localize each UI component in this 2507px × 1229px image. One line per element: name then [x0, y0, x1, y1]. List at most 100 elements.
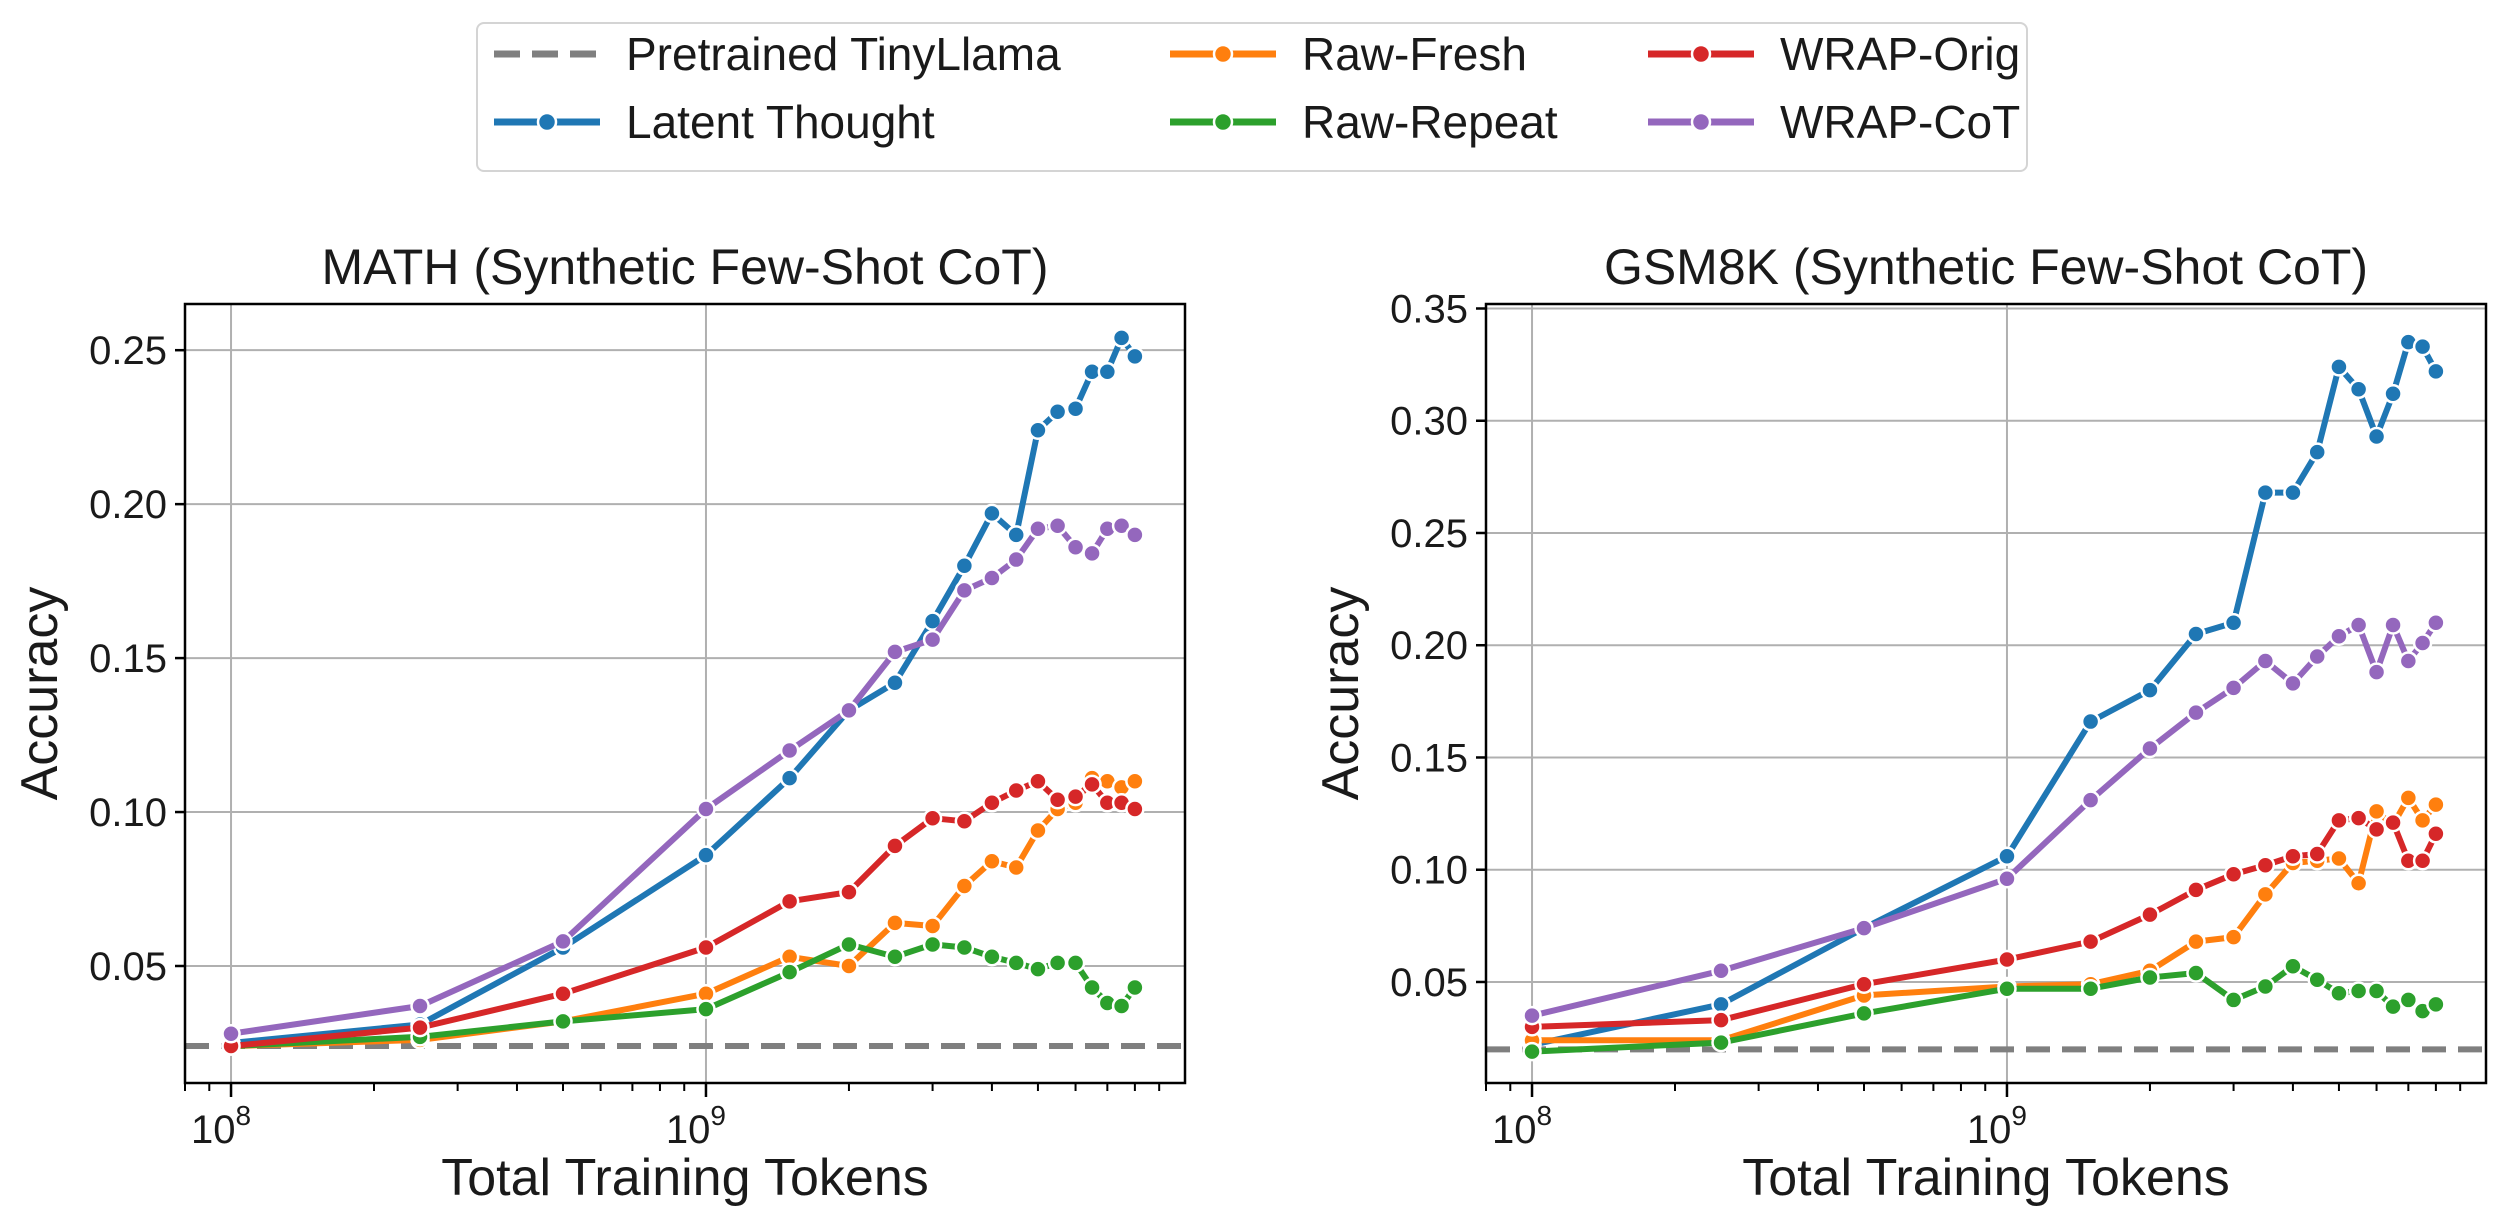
data-point [2329, 357, 2349, 377]
data-point [2283, 846, 2303, 867]
data-point [2223, 927, 2244, 947]
data-point [839, 934, 859, 955]
data-point [2307, 442, 2327, 462]
series-raw-fresh [1522, 788, 2446, 1051]
legend-item-raw-fresh: Raw-Fresh [1168, 24, 1527, 84]
legend-item-wrap-orig: WRAP-Orig [1646, 24, 2020, 84]
data-point [1065, 537, 1086, 557]
data-point [2412, 336, 2433, 357]
data-point [2186, 624, 2206, 644]
data-point [1711, 994, 1731, 1015]
data-point [1711, 1010, 1731, 1030]
legend-swatch-raw-fresh [1170, 43, 1276, 65]
data-point [885, 672, 905, 693]
data-point [922, 916, 943, 936]
legend-item-latent-thought: Latent Thought [492, 92, 935, 152]
data-point [2412, 810, 2433, 831]
x-tick-label: 108 [1492, 1100, 1552, 1152]
data-point [779, 962, 800, 982]
data-point [839, 700, 859, 721]
data-point [2383, 384, 2403, 404]
data-point [2366, 819, 2387, 840]
data-point [1125, 525, 1145, 545]
data-point [1028, 771, 1048, 792]
series-line [1529, 794, 2439, 1044]
data-point [2329, 848, 2349, 869]
y-tick-label: 0.35 [1390, 287, 1468, 331]
data-point [2366, 426, 2387, 447]
data-point [1082, 774, 1102, 795]
x-tick-label: 109 [666, 1100, 726, 1152]
data-point [1111, 328, 1132, 348]
data-point [696, 999, 716, 1019]
data-point [2255, 482, 2276, 503]
x-tick-base: 10 [666, 1108, 711, 1152]
data-point [922, 808, 943, 828]
data-point [1047, 402, 1068, 422]
data-point [2307, 844, 2327, 864]
data-point [1125, 977, 1145, 998]
data-point [885, 947, 905, 967]
y-tick-label: 0.30 [1390, 400, 1468, 444]
data-point [779, 740, 800, 761]
legend-label: Raw-Fresh [1302, 28, 1527, 80]
data-point [922, 629, 943, 650]
legend-item-wrap-cot: WRAP-CoT [1646, 92, 2020, 152]
data-point [1006, 780, 1026, 801]
data-point [2223, 678, 2244, 698]
data-point [2412, 633, 2433, 653]
data-point [2223, 864, 2244, 884]
data-point [954, 555, 975, 576]
legend-swatch-pretrained-tinyllama [494, 50, 600, 58]
series-raw-repeat [1522, 956, 2446, 1062]
data-point [2366, 981, 2387, 1001]
series-line [1529, 339, 2439, 1048]
data-point [2186, 880, 2206, 900]
data-point [2283, 956, 2303, 977]
x-tick-exponent: 8 [1536, 1100, 1552, 1131]
legend-item-raw-repeat: Raw-Repeat [1168, 92, 1558, 152]
x-axis-label: Total Training Tokens [441, 1149, 929, 1207]
data-point [2426, 824, 2446, 844]
data-point [553, 1011, 573, 1032]
data-point [779, 768, 800, 788]
data-point [1854, 1003, 1874, 1024]
data-point [1028, 959, 1048, 979]
data-point [2348, 981, 2369, 1001]
data-point [2307, 646, 2327, 667]
data-point [2080, 790, 2101, 810]
legend-label: WRAP-Orig [1780, 28, 2021, 80]
data-point [1047, 515, 1068, 536]
data-point [1854, 974, 1874, 994]
legend-label: Pretrained TinyLlama [626, 28, 1061, 80]
series-wrap-orig [221, 771, 1145, 1056]
data-point [2080, 978, 2101, 999]
data-point [982, 568, 1002, 588]
data-point [1997, 978, 2017, 999]
x-tick-base: 10 [1492, 1108, 1537, 1152]
data-point [2255, 855, 2276, 875]
data-point [2140, 904, 2160, 925]
data-point [1097, 361, 1118, 382]
x-tick-exponent: 9 [2011, 1100, 2027, 1131]
data-point [2329, 810, 2349, 831]
data-point [2140, 738, 2160, 759]
data-point [1065, 398, 1086, 419]
legend-label: Raw-Repeat [1302, 96, 1558, 148]
x-tick-base: 10 [191, 1108, 236, 1152]
data-point [1997, 949, 2017, 970]
legend-swatch-wrap-cot [1648, 111, 1754, 133]
x-tick-exponent: 8 [235, 1100, 251, 1131]
data-point [553, 931, 573, 952]
data-point [696, 845, 716, 865]
series-line [228, 334, 1138, 1046]
data-point [696, 799, 716, 819]
y-tick-label: 0.10 [89, 791, 167, 835]
y-tick-label: 0.15 [89, 637, 167, 681]
data-point [1006, 953, 1026, 973]
data-point [885, 642, 905, 662]
data-point [2426, 613, 2446, 633]
data-point [2080, 711, 2101, 732]
data-point [2186, 963, 2206, 983]
